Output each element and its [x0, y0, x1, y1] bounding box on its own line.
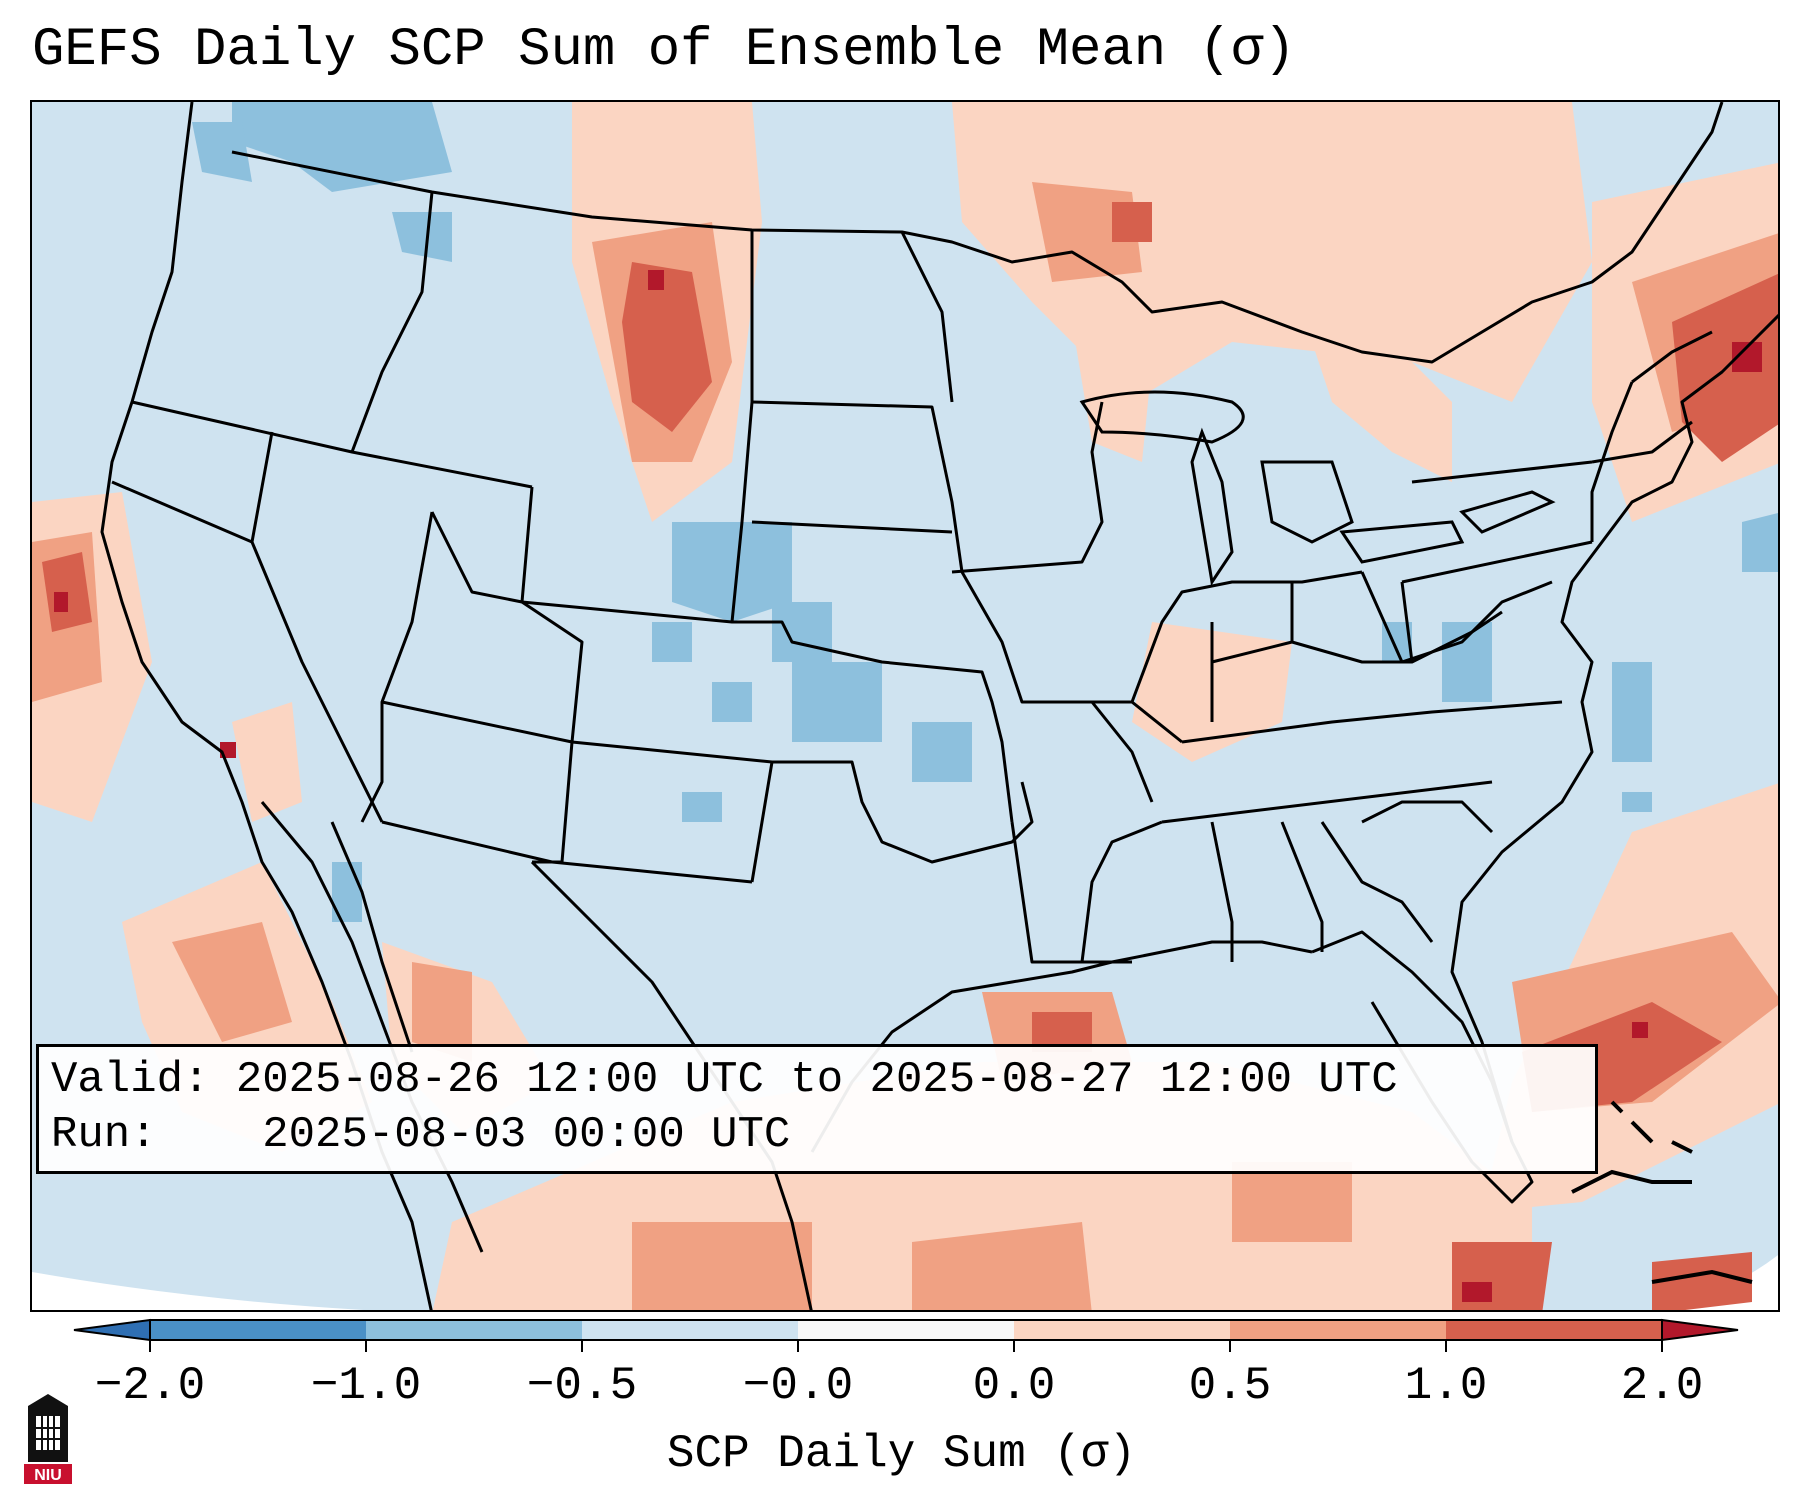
- colorbar-ticks: [149, 1340, 1663, 1352]
- valid-run-info-box: Valid: 2025-08-26 12:00 UTC to 2025-08-2…: [36, 1044, 1598, 1174]
- map-title: GEFS Daily SCP Sum of Ensemble Mean (σ): [32, 20, 1296, 81]
- great-lakes: [1079, 390, 1556, 586]
- valid-value: 2025-08-26 12:00 UTC to 2025-08-27 12:00…: [235, 1055, 1398, 1105]
- colorbar-segment-0-05: [1014, 1320, 1230, 1340]
- colorbar-segment-neg05-0: [582, 1320, 798, 1340]
- tick-label: 1.0: [1404, 1360, 1488, 1412]
- valid-label: Valid:: [51, 1055, 210, 1105]
- tick-label: −0.0: [742, 1360, 854, 1412]
- colorbar-segment-neg1-neg05: [366, 1320, 582, 1340]
- colorbar-outline: [149, 1319, 1663, 1341]
- tick-label: 0.5: [1188, 1360, 1272, 1412]
- out-of-domain-corner: [32, 1272, 364, 1310]
- colorbar-segment-zero: [798, 1320, 1014, 1340]
- anomaly-neg-0.5-to-neg-1: [192, 102, 1778, 922]
- caribbean-islands: [1571, 1100, 1753, 1284]
- tick-label: 0.0: [972, 1360, 1056, 1412]
- map-panel: [30, 100, 1780, 1312]
- political-boundaries: [100, 102, 1778, 1310]
- colorbar-extend-high: [1661, 1318, 1739, 1342]
- colorbar-segment-1-2: [1446, 1320, 1662, 1340]
- tick-label: −1.0: [310, 1360, 422, 1412]
- colorbar: [73, 1318, 1739, 1352]
- tick-label: −2.0: [94, 1360, 206, 1412]
- colorbar-segment-05-1: [1230, 1320, 1446, 1340]
- run-value: 2025-08-03 00:00 UTC: [262, 1110, 791, 1160]
- colorbar-segment-lt-neg1: [150, 1320, 366, 1340]
- tick-label: −0.5: [526, 1360, 638, 1412]
- tick-label: 2.0: [1620, 1360, 1704, 1412]
- logo-text: NIU: [34, 1467, 62, 1484]
- colorbar-extend-low: [73, 1318, 151, 1342]
- niu-logo: NIU: [24, 1394, 72, 1484]
- colorbar-label: SCP Daily Sum (σ): [666, 1428, 1137, 1480]
- run-label: Run:: [51, 1110, 157, 1160]
